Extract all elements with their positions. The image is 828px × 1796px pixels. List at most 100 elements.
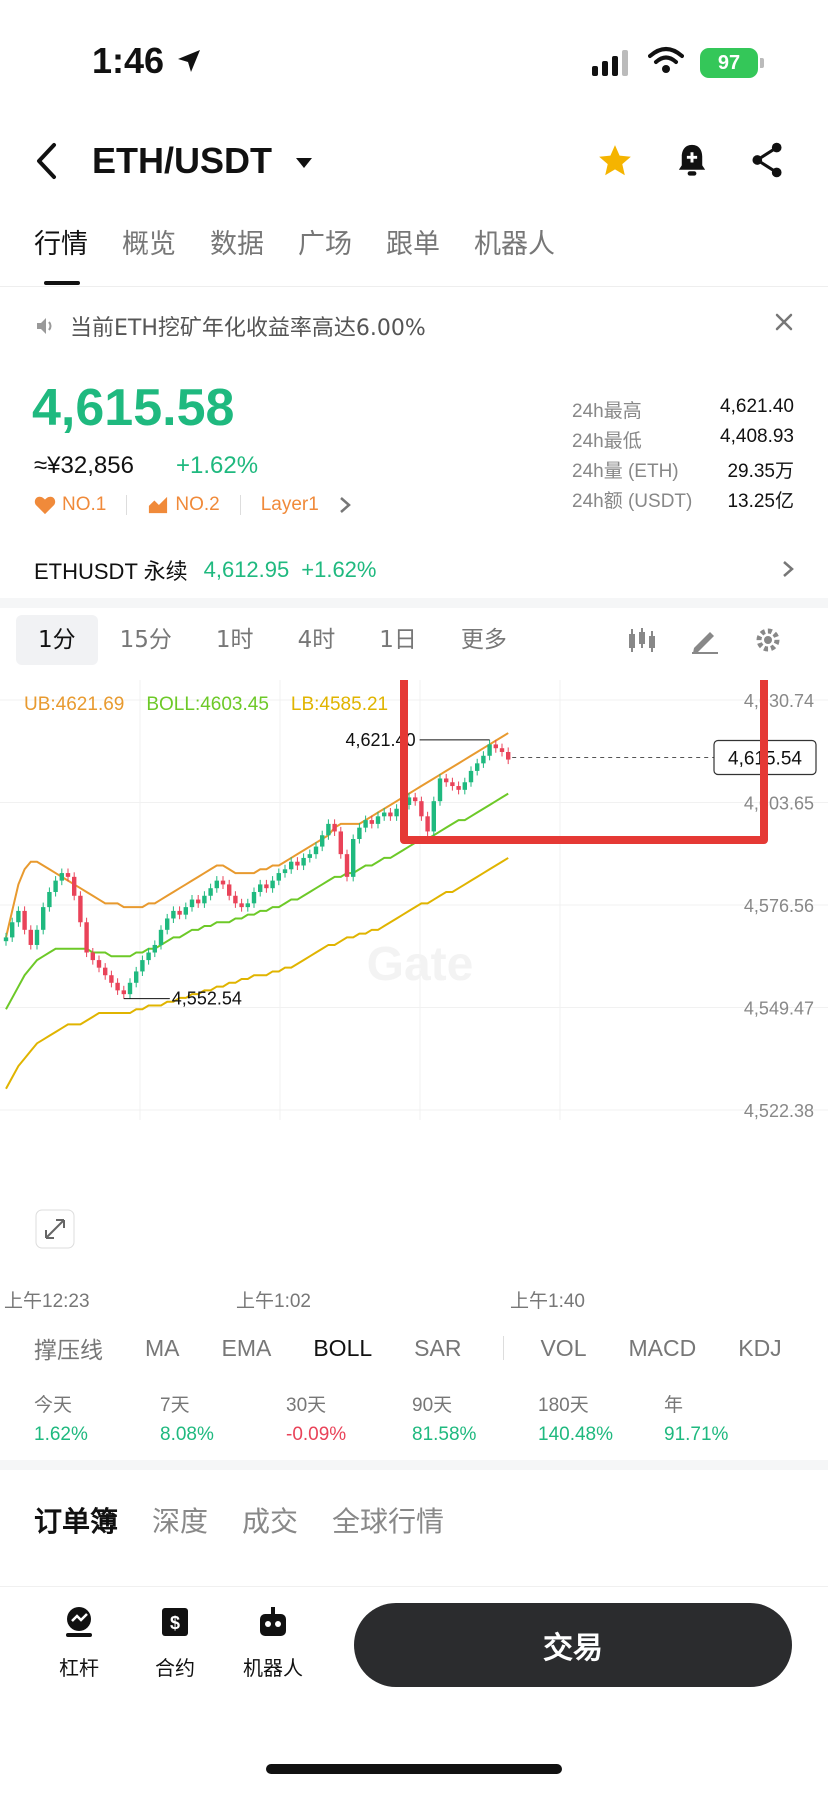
candle-body (375, 816, 381, 824)
candle-body (189, 899, 195, 908)
candle-body (16, 910, 21, 923)
tab-global-market[interactable]: 全球行情 (332, 1505, 445, 1538)
tags-row: NO.1 NO.2 Layer1 (34, 494, 351, 516)
indicator-support-resistance[interactable]: 撑压线 (34, 1337, 103, 1363)
candlestick-chart[interactable]: 4,630.74 4,603.65 4,576.56 4,549.47 4,522.38… (0, 680, 828, 1320)
x-tick-label: 上午1:40 (510, 1291, 585, 1312)
tab-orderbook[interactable]: 订单簿 (34, 1505, 119, 1538)
stat-value: 4,408.93 (720, 426, 794, 447)
indicator-macd[interactable]: MACD (628, 1334, 697, 1361)
nav-bot[interactable]: 机器人 (228, 1605, 318, 1681)
candle-body (65, 873, 71, 877)
tab-data[interactable]: 数据 (210, 229, 264, 260)
share-icon[interactable] (750, 142, 784, 178)
status-time: 1:46 (92, 40, 165, 81)
speaker-icon (37, 318, 52, 334)
indicator-ma[interactable]: MA (145, 1334, 180, 1361)
boll-lower-line (5, 857, 509, 1090)
notice-banner[interactable]: 当前ETH挖矿年化收益率高达6.00% (34, 306, 794, 346)
back-icon[interactable] (34, 142, 58, 180)
indicator-selector: 撑压线 MA EMA BOLL SAR VOL MACD KDJ (34, 1328, 810, 1368)
gear-icon[interactable] (754, 626, 782, 654)
nav-leverage[interactable]: 杠杆 (34, 1605, 124, 1681)
price-cny: ≈¥32,856 (34, 452, 134, 479)
candle-body (363, 820, 368, 828)
star-icon[interactable] (596, 142, 634, 180)
candle-body (208, 888, 213, 896)
tab-copy-trading[interactable]: 跟单 (386, 229, 440, 260)
y-tick-label: 4,549.47 (744, 999, 814, 1019)
chevron-right-icon[interactable] (782, 560, 794, 578)
close-icon[interactable] (774, 312, 794, 332)
candle-body (282, 869, 288, 874)
candle-body (239, 903, 244, 908)
candle-body (3, 937, 9, 942)
tab-market[interactable]: 行情 (34, 222, 88, 285)
tab-square[interactable]: 广场 (298, 229, 352, 260)
battery-level: 97 (717, 51, 741, 74)
interval-1h[interactable]: 1时 (215, 627, 254, 653)
perpetual-name: ETHUSDT 永续 (34, 559, 188, 584)
candle-body (258, 884, 263, 892)
high-marker-label: 4,621.40 (346, 730, 416, 750)
tab-bot[interactable]: 机器人 (474, 229, 555, 260)
perpetual-row[interactable]: ETHUSDT 永续 4,612.95 +1.62% (34, 550, 794, 590)
boll-lower-label: LB:4585.21 (290, 694, 389, 715)
candle-body (394, 808, 399, 817)
candle-body (468, 770, 474, 783)
tab-depth[interactable]: 深度 (152, 1505, 209, 1538)
watermark: Gate (367, 938, 474, 991)
tag-label: NO.2 (175, 494, 220, 515)
pair-title[interactable]: ETH/USDT (92, 140, 272, 181)
section-divider (0, 1460, 828, 1470)
indicator-sar[interactable]: SAR (414, 1334, 462, 1361)
draw-pen-icon[interactable] (690, 626, 720, 654)
indicator-ema[interactable]: EMA (221, 1334, 272, 1361)
interval-1d[interactable]: 1日 (379, 627, 417, 653)
trade-button[interactable]: 交易 (354, 1603, 792, 1687)
candle-body (481, 755, 486, 764)
tag-rank-1[interactable]: NO.1 (34, 494, 106, 516)
indicator-boll[interactable]: BOLL (313, 1334, 373, 1361)
orderbook-tabs: 订单簿 深度 成交 全球行情 (34, 1500, 444, 1540)
candle-body (41, 907, 46, 930)
chart-tools (626, 626, 782, 654)
nav-contract[interactable]: $ 合约 (130, 1605, 220, 1681)
bottom-nav: 杠杆 $ 合约 机器人 交易 (0, 1586, 828, 1786)
section-divider (0, 598, 828, 608)
interval-15m[interactable]: 15分 (119, 627, 172, 653)
candle-body (127, 982, 133, 995)
interval-4h[interactable]: 4时 (297, 627, 336, 653)
candle-body (506, 751, 511, 760)
candle-body (326, 823, 331, 836)
candle-body (152, 944, 157, 953)
stat-row: 24h最高 4,621.40 (572, 396, 794, 426)
candle-body (72, 876, 77, 896)
candles-style-icon[interactable] (626, 626, 656, 654)
candle-body (90, 952, 95, 961)
x-tick-label: 上午12:23 (4, 1291, 90, 1312)
interval-more[interactable]: 更多 (460, 627, 507, 653)
candle-body (121, 990, 126, 995)
indicator-vol[interactable]: VOL (540, 1334, 587, 1361)
period-item: 30天 -0.09% (286, 1390, 412, 1446)
chevron-down-icon[interactable] (294, 156, 314, 170)
tab-overview[interactable]: 概览 (122, 229, 176, 260)
tab-trades[interactable]: 成交 (242, 1505, 299, 1538)
main-tabs: 行情 概览 数据 广场 跟单 机器人 (34, 222, 555, 285)
period-item: 180天 140.48% (538, 1390, 664, 1446)
candle-body (487, 744, 492, 756)
candle-body (245, 903, 250, 908)
candle-body (134, 971, 139, 983)
candle-body (406, 797, 412, 805)
candle-body (115, 982, 120, 991)
tag-rank-2[interactable]: NO.2 (147, 494, 220, 516)
divider (126, 495, 128, 515)
perpetual-change: +1.62% (301, 557, 377, 582)
indicator-kdj[interactable]: KDJ (738, 1334, 782, 1361)
add-alert-bell-icon[interactable] (674, 142, 710, 180)
chevron-right-icon[interactable] (339, 496, 351, 514)
status-bar: 1:46 97 (0, 0, 828, 110)
interval-1m[interactable]: 1分 (16, 615, 98, 665)
tag-layer1[interactable]: Layer1 (261, 494, 319, 516)
